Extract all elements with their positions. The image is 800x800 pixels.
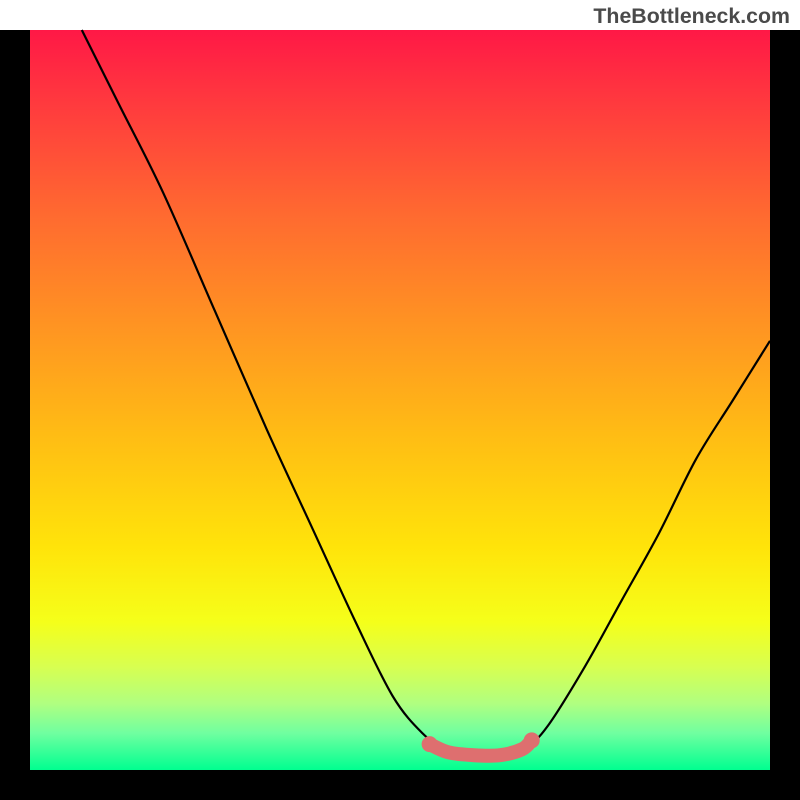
watermark-text: TheBottleneck.com [593,4,790,29]
plot-background [30,30,770,770]
chart-svg [0,0,800,800]
highlight-dot-right [524,732,540,748]
bottleneck-chart: TheBottleneck.com [0,0,800,800]
highlight-dot-left [422,736,438,752]
